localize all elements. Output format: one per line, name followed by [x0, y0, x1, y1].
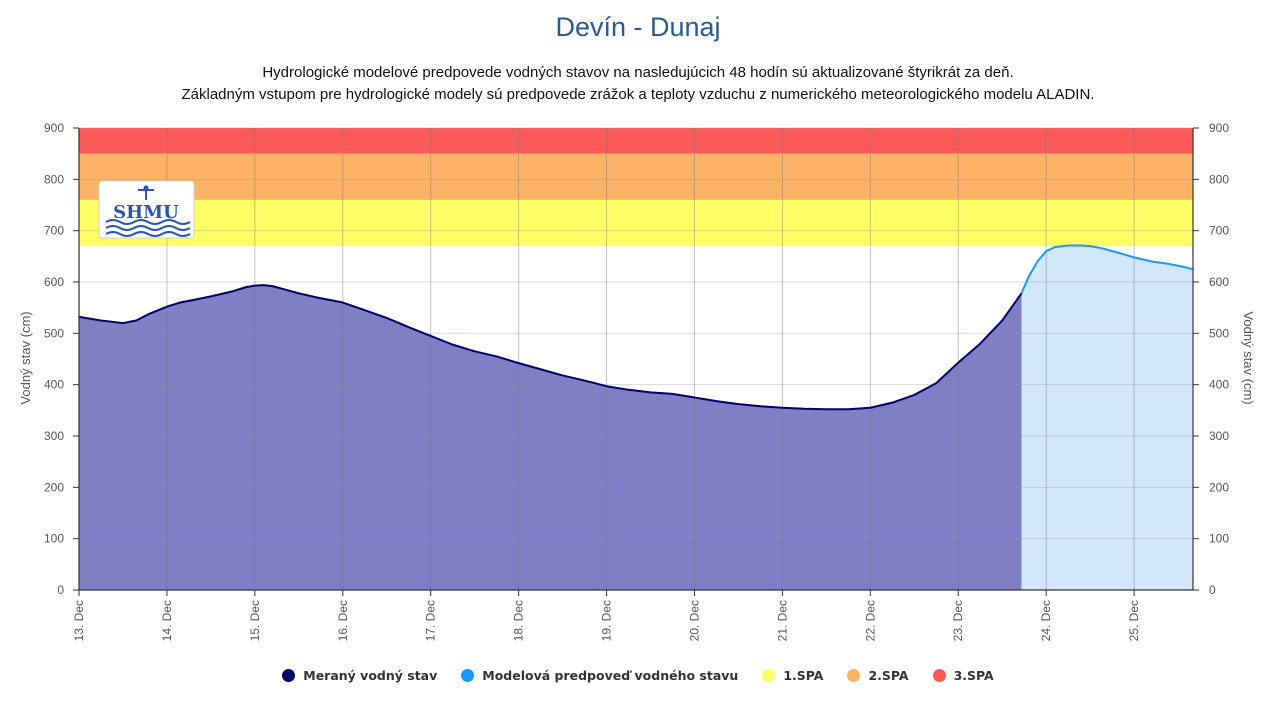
legend-label-spa1: 1.SPA [783, 668, 824, 683]
spa-bands [79, 128, 1193, 247]
legend-dot-forecast [461, 669, 475, 682]
legend-dot-spa1 [762, 669, 776, 682]
y-tick-label-right: 600 [1209, 275, 1229, 289]
y-tick-label-right: 900 [1209, 121, 1229, 135]
series-area-1 [1021, 245, 1193, 590]
legend-item-spa3[interactable]: 3.SPA [932, 668, 994, 683]
legend-dot-spa2 [847, 669, 861, 682]
logo-text: SHMU [113, 202, 179, 223]
y-tick-label-left: 0 [57, 583, 64, 597]
x-tick-label: 17. Dec [424, 600, 438, 641]
shmu-logo-icon [105, 185, 191, 237]
y-tick-label-left: 900 [44, 121, 64, 135]
y-tick-label-right: 200 [1209, 480, 1229, 494]
series-area-0 [79, 285, 1022, 590]
band-spa-3 [79, 128, 1193, 154]
y-tick-label-right: 800 [1209, 172, 1229, 186]
legend-item-spa1[interactable]: 1.SPA [762, 668, 823, 683]
x-tick-label: 20. Dec [687, 600, 701, 641]
axes: 0 0 100 100 200 200 300 300 400 400 500 500 600 600 70… [44, 121, 1229, 641]
y-tick-label-right: 700 [1209, 224, 1229, 238]
band-spa-2 [79, 153, 1193, 200]
series-lines [78, 244, 1194, 411]
x-tick-label: 16. Dec [336, 600, 350, 641]
legend-dot-spa3 [932, 669, 946, 682]
legend-label-forecast: Modelová predpoveď vodného stavu [482, 668, 739, 683]
series-line-0[interactable] [78, 284, 1023, 411]
y-tick-label-left: 600 [44, 275, 64, 289]
x-tick-label: 21. Dec [775, 600, 789, 641]
legend-item-forecast[interactable]: Modelová predpoveď vodného stavu [461, 668, 738, 683]
shmu-logo: SHMU [98, 180, 195, 239]
y-tick-label-left: 700 [44, 224, 64, 238]
x-tick-label: 25. Dec [1127, 600, 1141, 641]
y-tick-label-right: 400 [1209, 378, 1229, 392]
y-tick-label-right: 500 [1209, 326, 1229, 340]
series-areas [79, 245, 1193, 590]
legend: Meraný vodný stav Modelová predpoveď vod… [0, 668, 1276, 683]
legend-label-spa3: 3.SPA [953, 668, 994, 683]
x-tick-label: 22. Dec [863, 600, 877, 641]
y-tick-label-left: 300 [44, 429, 64, 443]
y-tick-label-left: 400 [44, 378, 64, 392]
chart-subtitle-line-1: Hydrologické modelové predpovede vodných… [262, 64, 1014, 81]
x-tick-label: 24. Dec [1039, 600, 1053, 641]
x-tick-label: 14. Dec [160, 600, 174, 641]
y-tick-label-right: 0 [1209, 583, 1216, 597]
band-spa-1 [79, 199, 1193, 247]
legend-dot-measured [282, 669, 296, 682]
y-tick-label-left: 500 [44, 326, 64, 340]
y-tick-label-right: 300 [1209, 429, 1229, 443]
x-tick-label: 23. Dec [951, 600, 965, 641]
x-tick-label: 19. Dec [600, 600, 614, 641]
legend-label-spa2: 2.SPA [868, 668, 909, 683]
y-axis-title-left: Vodný stav (cm) [18, 311, 33, 404]
y-tick-label-left: 200 [44, 480, 64, 494]
legend-item-measured[interactable]: Meraný vodný stav [282, 668, 437, 683]
chart-title: Devín - Dunaj [555, 12, 721, 42]
legend-item-spa2[interactable]: 2.SPA [847, 668, 909, 683]
chart-subtitle-line-2: Základným vstupom pre hydrologické model… [181, 86, 1095, 103]
y-tick-label-left: 100 [44, 532, 64, 546]
y-tick-label-left: 800 [44, 172, 64, 186]
water-level-chart[interactable]: 0 0 100 100 200 200 300 300 400 400 500 500 600 600 70… [0, 0, 1276, 660]
series-line-1[interactable] [1020, 244, 1194, 294]
x-tick-label: 18. Dec [512, 600, 526, 641]
x-tick-label: 15. Dec [248, 600, 262, 641]
legend-label-measured: Meraný vodný stav [303, 668, 438, 683]
y-axis-title-right: Vodný stav (cm) [1241, 311, 1256, 404]
y-tick-label-right: 100 [1209, 532, 1229, 546]
x-tick-label: 13. Dec [72, 600, 86, 641]
